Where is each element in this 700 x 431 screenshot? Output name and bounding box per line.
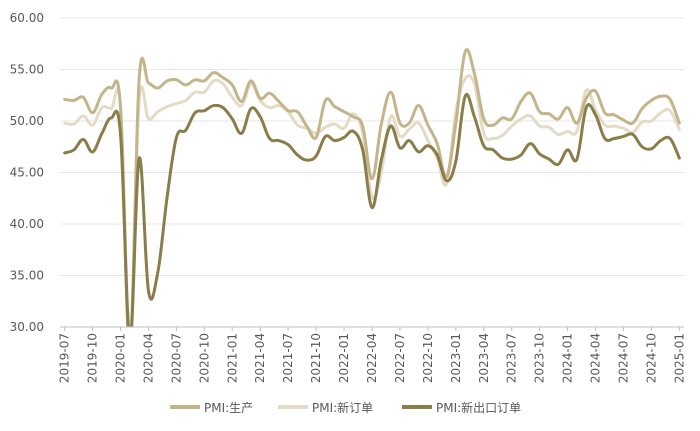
x-tick-label: 2021-04 xyxy=(253,333,267,383)
y-tick-label: 40.00 xyxy=(10,217,44,231)
x-tick-label: 2021-07 xyxy=(281,333,295,383)
legend-swatch-production xyxy=(170,405,200,409)
series-line-new-export-orders xyxy=(63,93,681,327)
x-tick-label: 2023-10 xyxy=(533,333,547,383)
x-tick-label: 2023-07 xyxy=(505,333,519,383)
y-tick-label: 30.00 xyxy=(10,320,44,334)
legend-label-production: PMI:生产 xyxy=(204,400,254,415)
legend-swatch-new-orders xyxy=(278,405,308,409)
x-tick-label: 2023-01 xyxy=(449,333,463,383)
x-tick-label: 2022-04 xyxy=(365,333,379,383)
x-tick-label: 2022-01 xyxy=(337,333,351,383)
x-tick-label: 2024-01 xyxy=(561,333,575,383)
legend-item-new-export-orders: PMI:新出口订单 xyxy=(402,395,521,419)
x-tick-label: 2020-10 xyxy=(197,333,211,383)
x-tick-label: 2023-04 xyxy=(477,333,491,383)
y-tick-label: 60.00 xyxy=(10,11,44,25)
x-tick-label: 2024-07 xyxy=(616,333,630,383)
y-axis-ticks: 30.00 35.00 40.00 45.00 50.00 55.00 60.00 xyxy=(10,11,44,334)
grid-lines xyxy=(60,17,684,276)
x-tick-label: 2022-10 xyxy=(421,333,435,383)
x-tick-label: 2020-07 xyxy=(169,333,183,383)
legend-item-production: PMI:生产 xyxy=(170,395,253,419)
x-tick-label: 2024-04 xyxy=(589,333,603,383)
y-tick-label: 45.00 xyxy=(10,166,44,180)
x-tick-label: 2020-04 xyxy=(141,333,155,383)
x-tick-label: 2020-01 xyxy=(114,333,128,383)
x-tick-label: 2019-07 xyxy=(58,333,72,383)
legend-label-new-export-orders: PMI:新出口订单 xyxy=(436,400,522,415)
x-tick-label: 2021-01 xyxy=(225,333,239,383)
x-tick-label: 2019-10 xyxy=(86,333,100,383)
x-tick-label: 2021-10 xyxy=(309,333,323,383)
y-tick-label: 50.00 xyxy=(10,114,44,128)
legend-item-new-orders: PMI:新订单 xyxy=(278,395,373,419)
x-tick-label: 2025-01 xyxy=(672,333,686,383)
series-lines xyxy=(63,48,681,327)
legend: PMI:生产 PMI:新订单 PMI:新出口订单 xyxy=(0,395,700,419)
legend-swatch-new-export-orders xyxy=(402,405,432,409)
x-tick-label: 2022-07 xyxy=(393,333,407,383)
x-tick-label: 2024-10 xyxy=(644,333,658,383)
x-axis-ticks: 2019-07 2019-10 2020-01 2020-04 2020-07 2020-… xyxy=(58,327,686,383)
y-tick-label: 55.00 xyxy=(10,63,44,77)
legend-label-new-orders: PMI:新订单 xyxy=(312,400,374,415)
y-tick-label: 35.00 xyxy=(10,269,44,283)
series-line-production xyxy=(63,48,681,327)
